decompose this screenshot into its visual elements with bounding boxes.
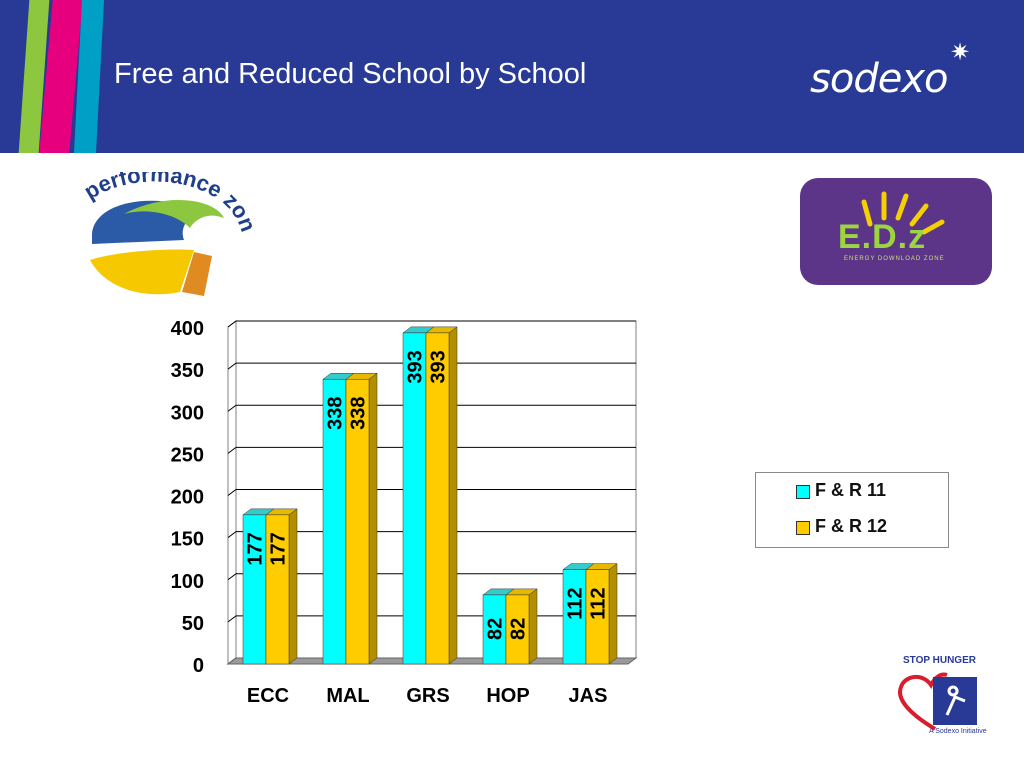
y-tick-label: 100 [171,571,204,593]
data-label: 82 [485,618,507,640]
sun-rays-icon [861,191,945,235]
legend-swatch-series-1 [796,485,810,499]
chart-legend [755,472,949,548]
x-category-label: JAS [569,685,608,707]
logo-green-shape [124,200,224,228]
sodexo-star-icon: ✷ [950,38,971,66]
x-category-label: HOP [486,685,529,707]
bar-side-face [448,326,458,665]
slide-title: Free and Reduced School by School [114,58,587,90]
legend-label-series-1: F & R 11 [815,480,887,500]
performance-zone-wordmark: performance zone [84,172,261,235]
data-label: 177 [268,532,290,565]
y-tick-label: 0 [193,655,204,677]
x-category-label: ECC [247,685,289,707]
y-tick-label: 50 [182,613,204,635]
stop-hunger-subtitle: A Sodexo Initiative [929,728,987,735]
gridline [227,446,636,454]
performance-zone-logo [90,200,224,296]
legend-swatch-series-2 [796,521,810,535]
logo-orange-shape [182,252,212,296]
stop-hunger-logo: STOP HUNGER A Sodexo Initiative [895,655,995,740]
data-label: 112 [565,588,587,620]
bar-side-face [608,563,618,665]
y-tick-label: 250 [171,444,204,466]
legend-label-series-2: F & R 12 [815,516,888,536]
y-tick-label: 150 [171,529,204,551]
data-label: 177 [245,532,267,565]
heart-icon [898,672,977,731]
edz-wordmark: E.D.z [838,218,927,256]
data-label: 82 [508,618,530,640]
bar-side-face [528,588,538,665]
y-tick-label: 400 [171,318,204,340]
gridline [227,404,636,412]
data-label: 338 [348,397,370,430]
data-label: 393 [405,350,427,383]
x-category-label: MAL [326,685,369,707]
gridline [227,489,636,496]
gridline [227,573,636,581]
bar-grs-series-2 [425,332,450,665]
bar-jas-series-2 [585,569,610,665]
sodexo-logo: sodexo [810,56,948,102]
data-label: 112 [588,588,610,620]
gridline [227,362,636,370]
y-tick-label: 200 [171,487,204,509]
bar-mal-series-2 [345,378,370,665]
bar-side-face [368,372,378,665]
slide-header: Free and Reduced School by School sodexo… [0,0,1024,153]
edz-logo: E.D.z ENERGY DOWNLOAD ZONE [800,178,992,285]
bar-ecc-series-2 [265,514,290,665]
y-tick-label: 350 [171,360,204,382]
y-tick-label: 300 [171,402,204,424]
gridline [227,320,636,328]
gridline [227,531,636,539]
bar-hop-series-2 [505,594,530,665]
stop-hunger-title: STOP HUNGER [903,655,976,666]
edz-subtext: ENERGY DOWNLOAD ZONE [844,256,945,262]
data-label: 393 [428,350,450,383]
x-category-label: GRS [406,685,449,707]
bar-side-face [288,508,298,665]
data-label: 338 [325,397,347,430]
logo-yellow-shape [90,249,194,295]
